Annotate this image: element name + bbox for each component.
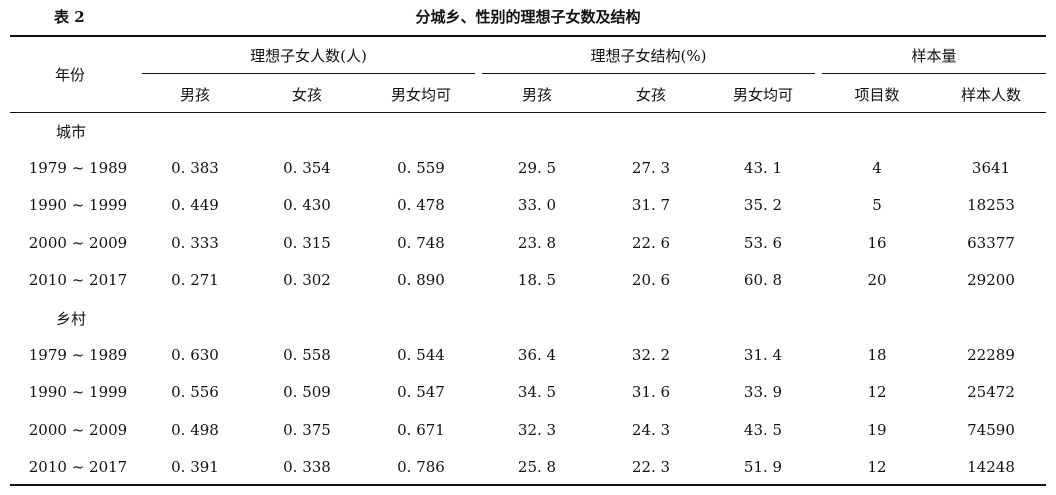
table-cell: 22. 6 xyxy=(631,234,671,252)
table-cell: 33. 9 xyxy=(743,383,783,401)
table-cell: 0. 509 xyxy=(283,383,331,401)
row-year: 1990 ~ 1999 xyxy=(28,383,128,401)
section-label: 乡村 xyxy=(56,310,87,328)
table-cell: 27. 3 xyxy=(631,159,671,177)
header-subcol: 男女均可 xyxy=(390,86,451,104)
table-caption: 表 2 分城乡、性别的理想子女数及结构 xyxy=(0,6,1056,28)
table-cell: 53. 6 xyxy=(743,234,783,252)
header-subcol: 男女均可 xyxy=(732,86,793,104)
table-cell: 19 xyxy=(867,421,887,439)
table-cell: 63377 xyxy=(967,234,1015,252)
table-cell: 0. 498 xyxy=(171,421,219,439)
header-group-count: 理想子女人数(人) xyxy=(250,47,367,65)
table-cell: 24. 3 xyxy=(631,421,671,439)
table-cell: 32. 3 xyxy=(517,421,557,439)
table-cell: 0. 391 xyxy=(171,458,219,476)
table-label: 表 2 xyxy=(54,8,85,26)
header-subcol: 项目数 xyxy=(854,86,900,104)
header-year: 年份 xyxy=(54,66,85,84)
table-cell: 74590 xyxy=(967,421,1015,439)
header-rule xyxy=(10,112,1046,113)
header-subcol: 男孩 xyxy=(521,86,552,104)
table-cell: 29200 xyxy=(967,271,1015,289)
bottom-rule xyxy=(10,484,1046,486)
table-cell: 22. 3 xyxy=(631,458,671,476)
table-cell: 16 xyxy=(867,234,887,252)
header-group-sample: 样本量 xyxy=(911,47,957,65)
table-cell: 0. 559 xyxy=(397,159,445,177)
table-cell: 4 xyxy=(872,159,882,177)
table-cell: 0. 271 xyxy=(171,271,219,289)
table-cell: 25472 xyxy=(967,383,1015,401)
table-cell: 31. 4 xyxy=(743,346,783,364)
table-cell: 29. 5 xyxy=(517,159,557,177)
table-cell: 0. 315 xyxy=(283,234,331,252)
table-cell: 35. 2 xyxy=(743,196,783,214)
table-cell: 34. 5 xyxy=(517,383,557,401)
table-cell: 18253 xyxy=(967,196,1015,214)
table-cell: 12 xyxy=(867,458,887,476)
row-year: 1990 ~ 1999 xyxy=(28,196,128,214)
table-cell: 18. 5 xyxy=(517,271,557,289)
table-cell: 12 xyxy=(867,383,887,401)
table-cell: 0. 890 xyxy=(397,271,445,289)
table-cell: 0. 558 xyxy=(283,346,331,364)
table-cell: 0. 338 xyxy=(283,458,331,476)
table-cell: 14248 xyxy=(967,458,1015,476)
header-subcol: 男孩 xyxy=(179,86,210,104)
table-cell: 0. 383 xyxy=(171,159,219,177)
group-underline xyxy=(142,73,475,74)
table-cell: 20. 6 xyxy=(631,271,671,289)
header-subcol: 女孩 xyxy=(635,86,666,104)
table-cell: 0. 430 xyxy=(283,196,331,214)
table-cell: 43. 1 xyxy=(743,159,783,177)
table-cell: 60. 8 xyxy=(743,271,783,289)
table-cell: 31. 6 xyxy=(631,383,671,401)
table-cell: 3641 xyxy=(971,159,1011,177)
header-subcol: 女孩 xyxy=(291,86,322,104)
table-cell: 22289 xyxy=(967,346,1015,364)
table-cell: 0. 302 xyxy=(283,271,331,289)
table-cell: 32. 2 xyxy=(631,346,671,364)
header-subcol: 样本人数 xyxy=(960,86,1021,104)
table-cell: 36. 4 xyxy=(517,346,557,364)
table-title: 分城乡、性别的理想子女数及结构 xyxy=(415,8,641,26)
table-cell: 0. 671 xyxy=(397,421,445,439)
top-rule xyxy=(10,35,1046,37)
table-cell: 0. 630 xyxy=(171,346,219,364)
group-underline xyxy=(822,73,1046,74)
table-cell: 5 xyxy=(872,196,882,214)
table-cell: 51. 9 xyxy=(743,458,783,476)
table-cell: 0. 354 xyxy=(283,159,331,177)
row-year: 2010 ~ 2017 xyxy=(28,271,128,289)
row-year: 2010 ~ 2017 xyxy=(28,458,128,476)
group-underline xyxy=(482,73,815,74)
table-cell: 0. 544 xyxy=(397,346,445,364)
row-year: 1979 ~ 1989 xyxy=(28,346,128,364)
section-label: 城市 xyxy=(56,123,87,141)
table-cell: 25. 8 xyxy=(517,458,557,476)
table-cell: 0. 333 xyxy=(171,234,219,252)
table-cell: 0. 786 xyxy=(397,458,445,476)
table-cell: 0. 547 xyxy=(397,383,445,401)
table-cell: 0. 375 xyxy=(283,421,331,439)
table-cell: 18 xyxy=(867,346,887,364)
row-year: 1979 ~ 1989 xyxy=(28,159,128,177)
table-cell: 23. 8 xyxy=(517,234,557,252)
table-cell: 0. 556 xyxy=(171,383,219,401)
table-cell: 20 xyxy=(867,271,887,289)
table-cell: 0. 748 xyxy=(397,234,445,252)
table-cell: 31. 7 xyxy=(631,196,671,214)
table-cell: 0. 478 xyxy=(397,196,445,214)
header-group-structure: 理想子女结构(%) xyxy=(590,47,707,65)
row-year: 2000 ~ 2009 xyxy=(28,421,128,439)
row-year: 2000 ~ 2009 xyxy=(28,234,128,252)
table-cell: 33. 0 xyxy=(517,196,557,214)
table-cell: 43. 5 xyxy=(743,421,783,439)
table-cell: 0. 449 xyxy=(171,196,219,214)
